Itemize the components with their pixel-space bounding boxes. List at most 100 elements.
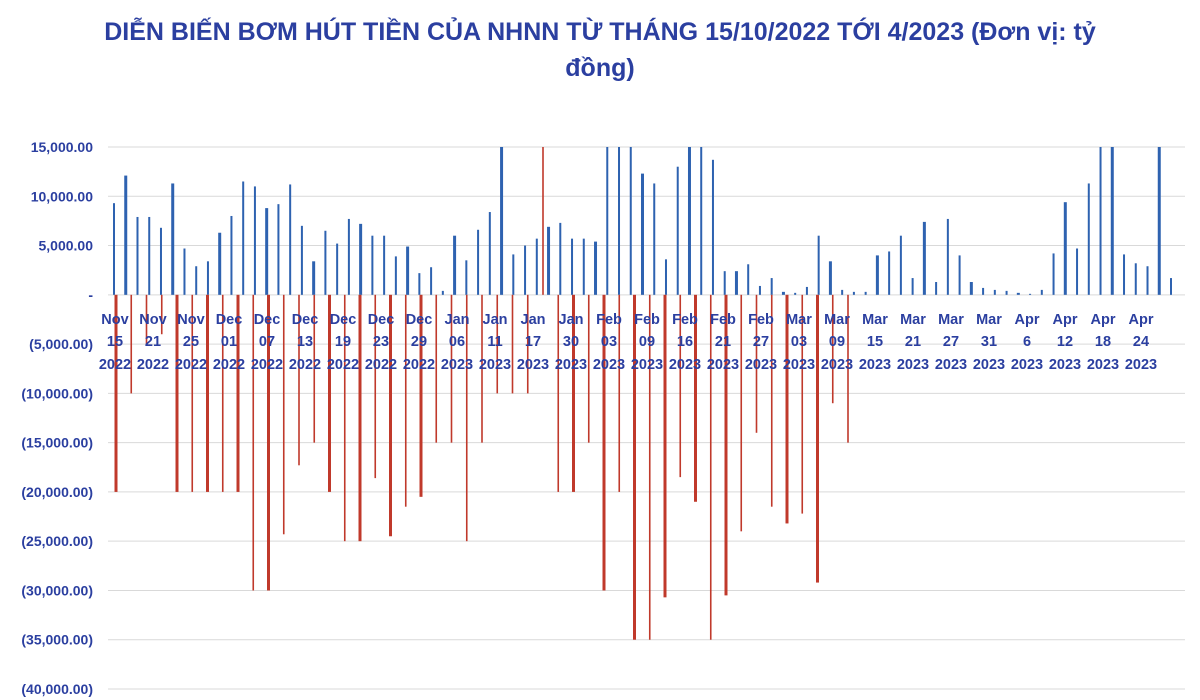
x-tick-mon: Jan <box>483 312 508 328</box>
x-tick-mon: Nov <box>177 312 204 328</box>
bar-positive <box>113 203 115 295</box>
x-tick-day: 12 <box>1057 334 1073 350</box>
x-tick-day: 13 <box>297 334 313 350</box>
bar-positive <box>723 271 726 295</box>
x-tick-mon: Dec <box>406 312 433 328</box>
bar-negative <box>343 294 346 542</box>
bar-negative <box>160 294 163 335</box>
y-tick-label: 10,000.00 <box>31 188 93 204</box>
x-tick-day: 19 <box>335 334 351 350</box>
bar-positive <box>969 282 973 295</box>
bar-negative <box>679 294 682 478</box>
bar-positive <box>394 256 397 295</box>
bar-negative <box>481 294 483 443</box>
x-tick-mon: Mar <box>786 312 812 328</box>
bar-positive <box>935 282 938 295</box>
bar-positive <box>230 215 233 295</box>
bar-positive <box>336 243 339 295</box>
x-tick-year: 2023 <box>707 357 739 373</box>
bar-positive <box>781 291 785 295</box>
x-tick-mon: Feb <box>748 312 774 328</box>
bar-positive <box>958 255 961 295</box>
y-tick-label: (20,000.00) <box>21 484 93 500</box>
bar-positive <box>864 291 867 295</box>
x-tick-mon: Dec <box>368 312 395 328</box>
x-tick-day: 30 <box>563 334 579 350</box>
bar-positive <box>899 235 902 295</box>
x-tick-year: 2023 <box>517 357 549 373</box>
bar-positive <box>1123 254 1126 295</box>
bar-positive <box>148 216 151 295</box>
x-axis-ticks: Nov 15 2022 Nov 21 2022 Nov 25 2022 Dec 01 2022 Dec 0… <box>99 312 1157 373</box>
bar-positive <box>159 227 162 295</box>
y-tick-label: (5,000.00) <box>29 336 93 352</box>
bar-positive <box>582 238 585 295</box>
x-tick-day: 29 <box>411 334 427 350</box>
x-tick-day: 31 <box>981 334 997 350</box>
bar-positive <box>1063 202 1067 295</box>
x-tick-year: 2022 <box>213 357 245 373</box>
bar-positive <box>606 147 609 295</box>
bar-negative <box>252 294 255 591</box>
bar-positive <box>500 147 504 295</box>
x-tick-mon: Mar <box>824 312 850 328</box>
bar-positive <box>641 173 644 295</box>
bar-positive <box>430 267 433 295</box>
bar-negative <box>435 294 438 443</box>
bar-negative <box>801 294 804 514</box>
bar-negative <box>282 294 285 535</box>
bar-positive <box>559 222 562 295</box>
bar-positive <box>1110 147 1114 295</box>
bar-positive <box>817 235 820 295</box>
x-tick-year: 2023 <box>555 357 587 373</box>
y-tick-label: (30,000.00) <box>21 582 93 598</box>
bar-negative <box>831 294 834 404</box>
bar-positive <box>946 218 949 295</box>
x-tick-day: 07 <box>259 334 275 350</box>
x-tick-year: 2022 <box>289 357 321 373</box>
x-tick-mon: Jan <box>521 312 546 328</box>
bar-positive <box>371 235 374 295</box>
bar-positive <box>888 251 891 295</box>
bar-negative <box>724 294 728 596</box>
bar-positive <box>1029 293 1032 295</box>
bar-negative <box>496 294 499 394</box>
bar-positive <box>277 204 280 295</box>
bar-positive <box>206 261 209 295</box>
bar-positive <box>1134 263 1137 295</box>
bar-positive <box>805 286 808 295</box>
bar-negative <box>267 294 270 591</box>
bar-negative <box>313 294 316 443</box>
x-tick-year: 2023 <box>745 357 777 373</box>
bar-positive <box>618 147 621 295</box>
x-tick-year: 2023 <box>935 357 967 373</box>
bar-negative <box>175 294 179 492</box>
x-tick-mon: Apr <box>1091 312 1116 328</box>
bar-negative <box>511 294 514 394</box>
bar-positive <box>747 264 750 295</box>
bar-positive <box>512 254 515 295</box>
x-tick-day: 27 <box>943 334 959 350</box>
x-tick-day: 21 <box>715 334 731 350</box>
bar-negative <box>374 294 377 479</box>
bar-positive <box>676 166 679 295</box>
bar-positive <box>289 184 292 295</box>
bar-positive <box>477 229 480 295</box>
bar-negative <box>755 294 758 433</box>
bar-positive <box>171 183 175 295</box>
x-tick-day: 21 <box>905 334 921 350</box>
bar-positive <box>136 216 139 295</box>
bar-negative <box>618 294 621 492</box>
x-tick-year: 2023 <box>669 357 701 373</box>
x-tick-day: 27 <box>753 334 769 350</box>
x-tick-year: 2023 <box>973 357 1005 373</box>
bar-negative <box>526 294 529 394</box>
bar-positive <box>124 175 128 295</box>
x-tick-day: 16 <box>677 334 693 350</box>
bar-negative <box>602 294 606 591</box>
bar-positive <box>488 212 491 295</box>
x-tick-mon: Feb <box>710 312 736 328</box>
x-tick-mon: Apr <box>1015 312 1040 328</box>
x-tick-day: 11 <box>487 334 502 350</box>
bar-positive <box>1016 292 1020 295</box>
